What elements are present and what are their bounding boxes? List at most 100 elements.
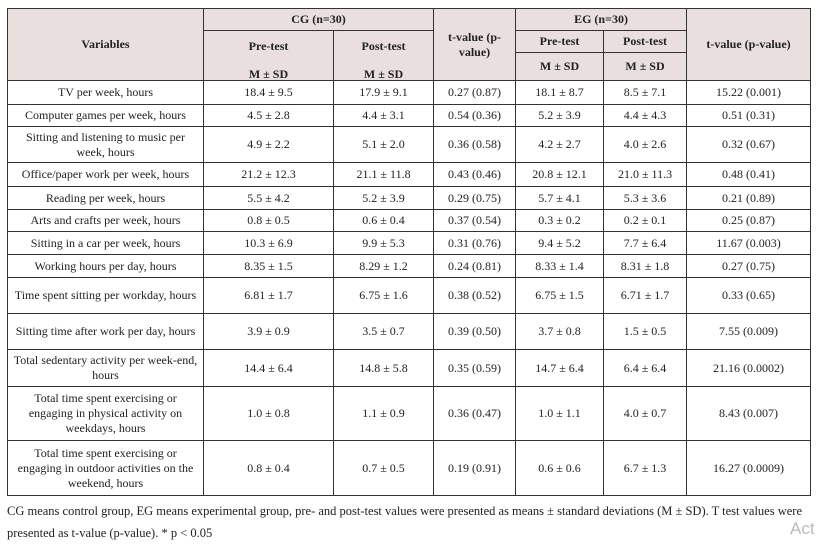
cell-cg-post: 17.9 ± 9.1 — [332, 80, 435, 105]
cell-cg-t: 0.29 (0.75) — [433, 186, 517, 210]
watermark: Act — [790, 519, 815, 538]
cell-variable: Total time spent exercising or engaging … — [7, 440, 204, 496]
cell-eg-t: 0.25 (0.87) — [686, 209, 812, 232]
cell-eg-pre: 5.2 ± 3.9 — [515, 104, 605, 127]
cell-eg-t: 8.43 (0.007) — [686, 386, 812, 441]
cell-eg-pre: 3.7 ± 0.8 — [515, 313, 605, 350]
cell-variable: Working hours per day, hours — [7, 254, 204, 278]
pre-label: Pre-test — [248, 38, 289, 53]
cell-cg-t: 0.35 (0.59) — [433, 349, 517, 387]
cell-cg-t: 0.39 (0.50) — [433, 313, 517, 350]
table-row: Arts and crafts per week, hours 0.8 ± 0.5… — [7, 209, 812, 232]
cell-cg-pre: 8.35 ± 1.5 — [203, 254, 334, 278]
cell-cg-post: 21.1 ± 11.8 — [332, 162, 435, 187]
cell-cg-t: 0.36 (0.47) — [433, 386, 517, 441]
results-table: Variables CG (n=30) t-value (p-value) EG… — [7, 8, 812, 496]
cell-eg-post: 1.5 ± 0.5 — [603, 313, 688, 350]
cell-variable: Reading per week, hours — [7, 186, 204, 210]
cell-cg-pre: 1.0 ± 0.8 — [203, 386, 334, 441]
cell-eg-post: 8.31 ± 1.8 — [603, 254, 688, 278]
cell-variable: Arts and crafts per week, hours — [7, 209, 204, 232]
header-eg: EG (n=30) — [515, 8, 688, 31]
cell-eg-post: 4.0 ± 2.6 — [603, 126, 688, 163]
cell-cg-t: 0.19 (0.91) — [433, 440, 517, 496]
cell-eg-post: 4.0 ± 0.7 — [603, 386, 688, 441]
header-cg-pre: Pre-test M ± SD — [203, 30, 334, 81]
cell-cg-t: 0.37 (0.54) — [433, 209, 517, 232]
cell-cg-pre: 4.5 ± 2.8 — [203, 104, 334, 127]
cell-cg-pre: 10.3 ± 6.9 — [203, 231, 334, 255]
cell-cg-post: 8.29 ± 1.2 — [332, 254, 435, 278]
cell-eg-post: 7.7 ± 6.4 — [603, 231, 688, 255]
cell-variable: Sitting in a car per week, hours — [7, 231, 204, 255]
header-cg-tvalue: t-value (p-value) — [433, 8, 517, 81]
cell-cg-pre: 0.8 ± 0.5 — [203, 209, 334, 232]
cell-cg-post: 4.4 ± 3.1 — [332, 104, 435, 127]
header-variables: Variables — [7, 8, 204, 81]
cell-eg-t: 0.51 (0.31) — [686, 104, 812, 127]
cell-eg-t: 16.27 (0.0009) — [686, 440, 812, 496]
table-row: TV per week, hours 18.4 ± 9.5 17.9 ± 9.1 0.… — [7, 80, 812, 105]
cell-cg-t: 0.38 (0.52) — [433, 277, 517, 314]
cell-cg-pre: 18.4 ± 9.5 — [203, 80, 334, 105]
cell-eg-pre: 14.7 ± 6.4 — [515, 349, 605, 387]
cell-cg-post: 5.2 ± 3.9 — [332, 186, 435, 210]
cell-cg-post: 3.5 ± 0.7 — [332, 313, 435, 350]
table-row: Sitting time after work per day, hours 3.… — [7, 313, 812, 350]
cell-variable: Office/paper work per week, hours — [7, 162, 204, 187]
table-row: Total time spent exercising or engaging … — [7, 440, 812, 496]
cell-eg-pre: 5.7 ± 4.1 — [515, 186, 605, 210]
cell-cg-t: 0.36 (0.58) — [433, 126, 517, 163]
cell-cg-pre: 14.4 ± 6.4 — [203, 349, 334, 387]
cell-eg-pre: 18.1 ± 8.7 — [515, 80, 605, 105]
cell-eg-t: 21.16 (0.0002) — [686, 349, 812, 387]
cell-variable: Time spent sitting per workday, hours — [7, 277, 204, 314]
cell-eg-pre: 9.4 ± 5.2 — [515, 231, 605, 255]
table-row: Computer games per week, hours 4.5 ± 2.8 4… — [7, 104, 812, 127]
cell-eg-pre: 20.8 ± 12.1 — [515, 162, 605, 187]
cell-cg-pre: 3.9 ± 0.9 — [203, 313, 334, 350]
header-eg-pre: Pre-test — [515, 30, 605, 53]
table-row: Sitting in a car per week, hours 10.3 ± 6… — [7, 231, 812, 255]
msd-label: M ± SD — [248, 66, 289, 81]
cell-eg-post: 0.2 ± 0.1 — [603, 209, 688, 232]
cell-cg-pre: 5.5 ± 4.2 — [203, 186, 334, 210]
cell-eg-pre: 1.0 ± 1.1 — [515, 386, 605, 441]
cell-cg-post: 14.8 ± 5.8 — [332, 349, 435, 387]
cell-variable: Total time spent exercising or engaging … — [7, 386, 204, 441]
header-cg: CG (n=30) — [202, 8, 435, 31]
header-eg-post: Post-test — [603, 30, 688, 53]
post-label: Post-test — [361, 38, 406, 53]
cell-cg-post: 5.1 ± 2.0 — [332, 126, 435, 163]
header-eg-post-msd: M ± SD — [603, 52, 688, 81]
cell-cg-pre: 0.8 ± 0.4 — [203, 440, 334, 496]
cell-eg-post: 4.4 ± 4.3 — [603, 104, 688, 127]
cell-cg-pre: 4.9 ± 2.2 — [203, 126, 334, 163]
cell-eg-t: 11.67 (0.003) — [686, 231, 812, 255]
cell-cg-t: 0.27 (0.87) — [433, 80, 517, 105]
cell-cg-post: 1.1 ± 0.9 — [332, 386, 435, 441]
cell-cg-t: 0.43 (0.46) — [433, 162, 517, 187]
cell-cg-post: 9.9 ± 5.3 — [332, 231, 435, 255]
cell-eg-pre: 0.6 ± 0.6 — [515, 440, 605, 496]
table-row: Working hours per day, hours 8.35 ± 1.5 8.… — [7, 254, 812, 278]
cell-cg-t: 0.31 (0.76) — [433, 231, 517, 255]
cell-eg-t: 15.22 (0.001) — [686, 80, 812, 105]
table-row: Sitting and listening to music per week,… — [7, 126, 812, 163]
cell-cg-post: 6.75 ± 1.6 — [332, 277, 435, 314]
cell-cg-t: 0.24 (0.81) — [433, 254, 517, 278]
cell-eg-post: 6.71 ± 1.7 — [603, 277, 688, 314]
header-cg-post: Post-test M ± SD — [332, 30, 435, 81]
cell-variable: Sitting and listening to music per week,… — [7, 126, 204, 163]
cell-eg-post: 6.4 ± 6.4 — [603, 349, 688, 387]
cell-eg-post: 8.5 ± 7.1 — [603, 80, 688, 105]
header-eg-pre-msd: M ± SD — [515, 52, 605, 81]
table-row: Total time spent exercising or engaging … — [7, 386, 812, 441]
cell-eg-t: 0.27 (0.75) — [686, 254, 812, 278]
cell-cg-pre: 21.2 ± 12.3 — [203, 162, 334, 187]
cell-eg-post: 6.7 ± 1.3 — [603, 440, 688, 496]
table-row: Office/paper work per week, hours 21.2 ± … — [7, 162, 812, 187]
footnote: CG means control group, EG means experim… — [7, 504, 802, 540]
cell-cg-pre: 6.81 ± 1.7 — [203, 277, 334, 314]
cell-variable: Sitting time after work per day, hours — [7, 313, 204, 350]
